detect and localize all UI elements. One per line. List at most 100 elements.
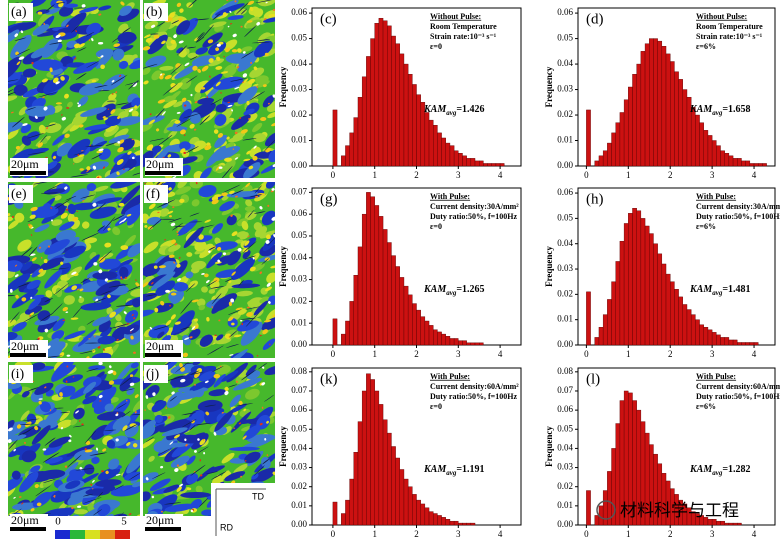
map-texture	[108, 284, 129, 288]
map-texture	[157, 449, 170, 456]
map-texture	[68, 439, 72, 443]
map-texture	[168, 244, 181, 252]
map-texture	[160, 465, 164, 469]
map-texture	[247, 297, 264, 308]
map-texture	[242, 435, 247, 440]
map-texture	[123, 424, 138, 432]
map-texture	[8, 56, 22, 81]
histogram-bar	[374, 205, 380, 346]
histogram-bar	[403, 285, 409, 346]
map-texture	[189, 221, 203, 223]
map-texture	[78, 420, 81, 422]
map-texture	[183, 104, 187, 107]
map-texture	[133, 148, 136, 150]
map-texture	[267, 204, 270, 207]
histogram-bar	[391, 446, 396, 526]
map-texture	[48, 436, 71, 448]
map-texture	[8, 273, 31, 294]
map-texture	[171, 175, 177, 178]
map-texture	[108, 458, 120, 470]
map-texture	[194, 422, 211, 426]
kam-map	[8, 0, 140, 178]
watermark: 材料科学与工程	[620, 501, 739, 521]
map-texture	[159, 208, 170, 217]
map-texture	[208, 389, 227, 397]
map-texture	[67, 203, 77, 215]
map-texture	[194, 101, 198, 104]
map-texture	[57, 27, 80, 33]
histogram-bar	[479, 342, 484, 346]
histogram-bar	[378, 404, 384, 526]
map-texture	[168, 217, 182, 223]
map-texture	[227, 316, 234, 322]
map-texture	[270, 190, 274, 193]
map-texture	[50, 303, 63, 315]
map-texture	[149, 218, 163, 230]
map-texture	[215, 165, 221, 171]
map-texture	[176, 111, 181, 114]
map-texture	[103, 216, 116, 231]
map-texture	[116, 159, 124, 165]
map-texture	[103, 429, 117, 432]
map-texture	[21, 450, 37, 463]
histogram-bar	[611, 132, 616, 167]
map-texture	[232, 148, 235, 150]
map-texture	[211, 366, 224, 373]
map-texture	[265, 308, 275, 322]
map-texture	[122, 217, 127, 222]
map-texture	[155, 280, 176, 296]
map-label-box	[144, 3, 168, 21]
map-texture	[90, 483, 93, 486]
annotation: ε=6%	[696, 222, 716, 231]
map-texture	[8, 332, 18, 341]
map-texture	[38, 268, 44, 273]
map-texture	[55, 229, 77, 242]
map-texture	[180, 326, 191, 330]
map-texture	[193, 171, 204, 178]
map-texture	[253, 300, 269, 316]
histogram-bar	[661, 263, 667, 346]
histogram-bar	[657, 40, 663, 167]
map-texture	[122, 425, 128, 431]
map-texture	[131, 97, 140, 107]
map-texture	[40, 256, 43, 259]
map-texture	[229, 394, 241, 408]
map-texture	[93, 297, 107, 303]
histogram-bar	[474, 342, 480, 346]
map-texture	[208, 58, 225, 67]
map-texture	[106, 258, 134, 275]
map-texture	[119, 5, 132, 17]
map-texture	[71, 271, 77, 275]
map-texture	[241, 46, 253, 52]
map-texture	[119, 376, 133, 387]
map-texture	[132, 397, 140, 412]
map-texture	[152, 392, 156, 397]
kam-average: KAMavg=1.282	[689, 464, 751, 476]
map-texture	[200, 87, 206, 90]
map-texture	[184, 438, 187, 442]
map-texture	[50, 489, 72, 503]
histogram-bar	[407, 486, 413, 526]
map-texture	[166, 375, 186, 382]
map-texture	[50, 267, 70, 271]
histogram-bar	[670, 281, 675, 346]
histogram-bar	[412, 494, 417, 526]
map-texture	[24, 305, 43, 315]
map-texture	[128, 108, 134, 112]
map-texture	[264, 394, 275, 402]
map-texture	[14, 315, 27, 327]
histogram-bar	[678, 296, 683, 346]
map-texture	[157, 331, 165, 339]
map-texture	[94, 185, 109, 192]
map-texture	[179, 483, 183, 487]
map-texture	[126, 399, 128, 402]
y-tick-label: 0.02	[291, 481, 307, 491]
histogram-bar	[403, 478, 409, 526]
x-tick-label: 2	[668, 349, 673, 359]
map-texture	[85, 488, 110, 496]
map-texture	[135, 279, 137, 281]
y-tick-label: 0.04	[557, 238, 573, 248]
map-texture	[213, 293, 238, 312]
map-texture	[264, 319, 272, 323]
y-tick-label: 0.05	[557, 423, 573, 433]
